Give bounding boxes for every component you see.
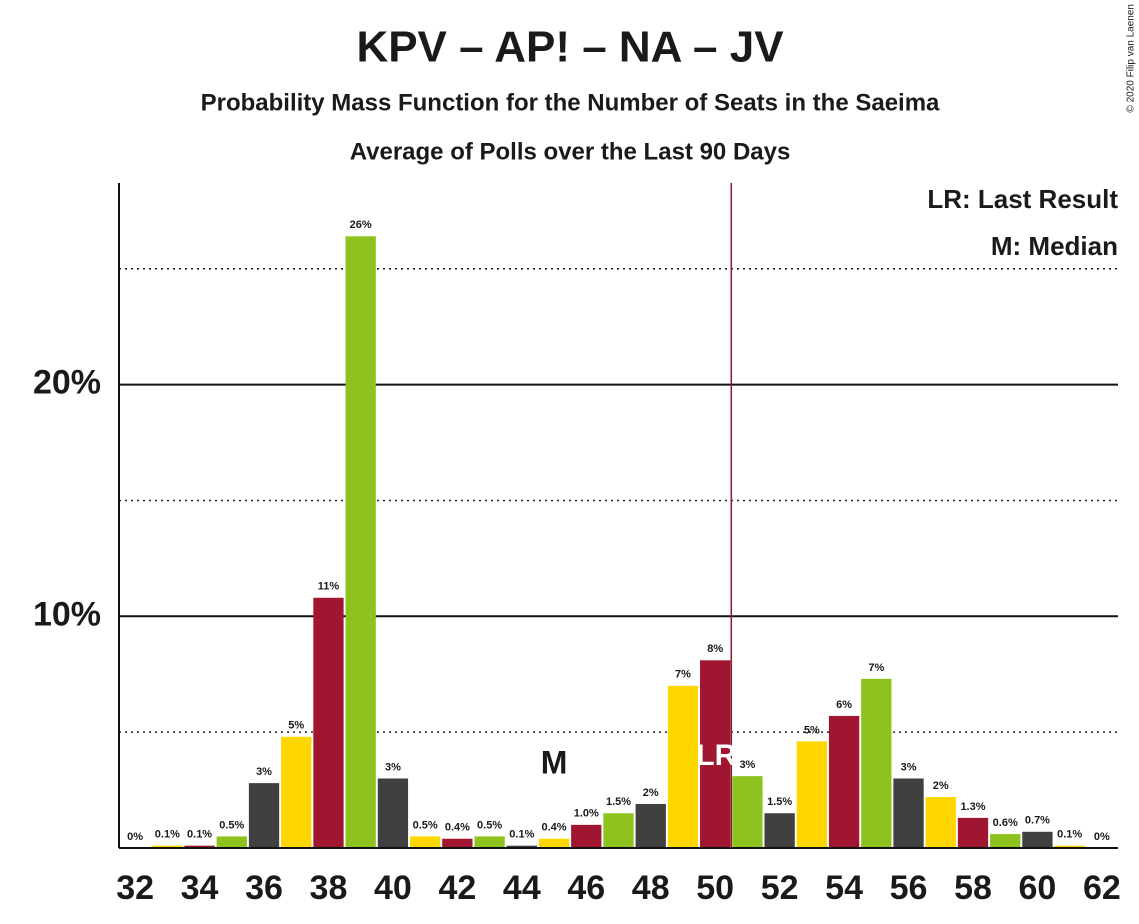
x-tick-label: 36 [245, 869, 283, 907]
x-tick-label: 32 [116, 869, 154, 907]
x-tick-label: 42 [438, 869, 476, 907]
value-label: 0.1% [187, 829, 212, 841]
value-label: 5% [288, 720, 304, 732]
value-label: 26% [350, 219, 372, 231]
bar [603, 813, 634, 848]
bar [506, 845, 537, 848]
x-tick-label: 58 [954, 869, 992, 907]
bar [409, 836, 441, 848]
value-label: 2% [643, 787, 659, 799]
bar [474, 836, 505, 848]
value-label: 0.7% [1025, 815, 1050, 827]
legend-entry: M: Median [991, 231, 1118, 261]
value-label: 8% [707, 643, 723, 655]
bar [152, 845, 183, 848]
value-label: 1.5% [767, 796, 792, 808]
value-label: 0.1% [155, 829, 180, 841]
value-label: 0.6% [993, 817, 1018, 829]
bar [1022, 831, 1053, 848]
bar [538, 838, 570, 848]
bar [248, 783, 280, 848]
bar [700, 660, 731, 848]
bar [1054, 845, 1085, 848]
bar [990, 834, 1021, 848]
bar [925, 797, 956, 848]
bar [216, 836, 247, 848]
bar [571, 824, 602, 848]
value-label: 7% [675, 669, 691, 681]
bar [313, 597, 344, 848]
bar [281, 736, 312, 848]
value-label: 0% [127, 831, 143, 843]
value-label: 0.4% [445, 822, 470, 834]
bar [345, 236, 376, 849]
chart-title: KPV – AP! – NA – JV [356, 23, 784, 72]
value-label: 0.4% [542, 822, 567, 834]
y-tick-label: 10% [33, 595, 101, 633]
value-label: 0.5% [477, 819, 502, 831]
bar [796, 741, 828, 848]
x-tick-label: 60 [1019, 869, 1057, 907]
bar [377, 778, 409, 848]
bar [442, 838, 473, 848]
value-label: 0% [1094, 831, 1110, 843]
value-label: 3% [385, 761, 401, 773]
value-label: 1.3% [960, 801, 985, 813]
x-tick-label: 44 [503, 869, 541, 907]
x-tick-label: 52 [761, 869, 799, 907]
value-label: 1.5% [606, 796, 631, 808]
x-tick-label: 48 [632, 869, 670, 907]
x-tick-label: 46 [567, 869, 605, 907]
value-label: 3% [901, 761, 917, 773]
bar [635, 803, 666, 848]
x-tick-label: 38 [310, 869, 348, 907]
legend-entry: LR: Last Result [927, 184, 1118, 214]
bar [184, 845, 215, 848]
chart-subtitle: Average of Polls over the Last 90 Days [350, 138, 791, 165]
y-tick-label: 20% [33, 364, 101, 402]
bar [957, 817, 989, 848]
value-label: 6% [836, 699, 852, 711]
bar [764, 813, 795, 848]
bar [732, 776, 763, 848]
x-tick-label: 40 [374, 869, 412, 907]
value-label: 0.1% [509, 829, 534, 841]
bar [893, 778, 924, 848]
value-label: 7% [868, 662, 884, 674]
value-label: 3% [739, 759, 755, 771]
value-label: 2% [933, 780, 949, 792]
value-label: 11% [318, 581, 340, 593]
x-tick-label: 56 [890, 869, 928, 907]
median-label: M [541, 744, 568, 780]
last-result-label: LR [696, 739, 736, 772]
value-label: 5% [804, 724, 820, 736]
x-tick-label: 34 [181, 869, 219, 907]
value-label: 0.5% [219, 819, 244, 831]
value-label: 0.1% [1057, 829, 1082, 841]
copyright: © 2020 Filip van Laenen [1126, 4, 1137, 113]
bar [828, 715, 860, 848]
value-label: 0.5% [413, 819, 438, 831]
value-label: 3% [256, 766, 272, 778]
x-tick-label: 62 [1083, 869, 1121, 907]
bar [667, 685, 699, 848]
chart-subtitle: Probability Mass Function for the Number… [201, 89, 940, 116]
value-label: 1.0% [574, 808, 599, 820]
x-tick-label: 54 [825, 869, 863, 907]
x-tick-label: 50 [696, 869, 734, 907]
bar [861, 678, 892, 848]
